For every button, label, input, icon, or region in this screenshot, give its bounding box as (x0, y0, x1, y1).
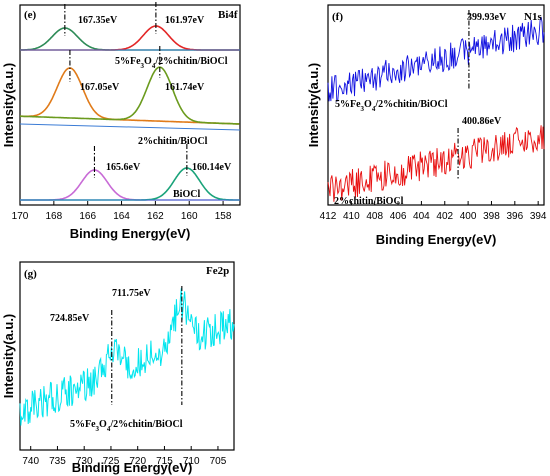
panel-f-n1s: 412 410 408 406 404 402 400 398 396 394 (f) N1s 3… (306, 4, 547, 247)
curve-f-0 (327, 16, 545, 102)
sample-label-g-1: 5%Fe3O4/2%chitin/BiOCl (70, 419, 183, 433)
panel-g-fe2p: 740 735 730 725 720 715 710 705 (g) Fe2p 711.75… (1, 261, 235, 475)
sample-label-g-1-c: O (99, 419, 107, 430)
panel-g-curves (19, 288, 235, 426)
panel-f-letter: (f) (332, 11, 343, 23)
curve-e-2-0 (20, 169, 240, 201)
curve-e-1-0 (20, 67, 240, 125)
panel-f-x-ticks: 412 410 408 406 404 402 400 398 396 394 (320, 201, 547, 222)
sample-label-f-1-d: 4 (372, 105, 376, 113)
panel-e-tick-label-5: 160 (181, 211, 198, 222)
panel-g-tick-label-6: 710 (183, 456, 200, 467)
curve-e-0-1 (20, 25, 240, 51)
panel-e-tick-label-2: 166 (79, 211, 96, 222)
baseline-e-1 (19, 123, 241, 131)
panel-f-frame (327, 4, 545, 206)
sample-label-e-1-b: 3 (141, 62, 145, 70)
panel-g-ylabel: Intensity(a.u.) (1, 314, 16, 399)
sample-label-e-2: 2%chitin/BiOCl (138, 136, 208, 147)
panel-f-tick-label-3: 406 (390, 211, 407, 222)
panel-f-tick-label-0: 412 (320, 211, 337, 222)
sample-label-e-1-d: 4 (152, 62, 156, 70)
peak-label-e-4: 161.74eV (165, 82, 205, 93)
sample-label-f-1-e: /2%chitin/BiOCl (374, 99, 447, 110)
panel-g-tick-label-0: 740 (22, 456, 39, 467)
panel-e-x-ticks: 170 168 166 164 162 160 158 (12, 201, 232, 222)
panel-e-tick-label-6: 158 (215, 211, 232, 222)
panel-g-tick-label-1: 735 (49, 456, 66, 467)
peak-label-g-2: 724.85eV (50, 313, 90, 324)
sample-label-e-1-e: /2%chitin/BiOCl (154, 56, 227, 67)
panel-g-tag: Fe2p (206, 265, 229, 277)
panel-g-peak-markers (111, 286, 183, 405)
sample-label-e-1-a: 5%Fe (115, 56, 141, 67)
panel-f-curves (327, 16, 545, 202)
panel-e-letter: (e) (24, 9, 37, 21)
peak-label-e-2: 161.97eV (165, 15, 205, 26)
panel-e-tick-label-3: 164 (113, 211, 130, 222)
peak-label-e-3: 167.05eV (80, 82, 120, 93)
peak-label-e-6: 160.14eV (192, 162, 232, 173)
sample-label-e-3: BiOCl (173, 189, 200, 200)
panel-f-ylabel: Intensity(a.u.) (306, 63, 321, 148)
peak-label-g-1: 711.75eV (112, 288, 151, 299)
sample-label-g-1-d: 4 (107, 425, 111, 433)
peak-label-e-1: 167.35eV (78, 15, 118, 26)
panel-g-x-ticks: 740 735 730 725 720 715 710 705 (22, 446, 227, 467)
panel-f-tick-label-2: 408 (366, 211, 383, 222)
panel-e-tick-label-1: 168 (46, 211, 63, 222)
panel-f-tick-label-4: 404 (413, 211, 430, 222)
panel-g-tick-label-7: 705 (210, 456, 227, 467)
sample-label-f-1-a: 5%Fe (335, 99, 361, 110)
panel-e-curves (19, 25, 241, 201)
sample-label-e-1-c: O (144, 56, 152, 67)
panel-g-frame (19, 261, 235, 451)
panel-g-tick-label-2: 730 (76, 456, 93, 467)
panel-e-tag: Bi4f (218, 9, 238, 21)
panel-e-ylabel: Intensity(a.u.) (1, 63, 16, 148)
sample-label-f-1-c: O (364, 99, 372, 110)
curve-g-0 (19, 288, 235, 426)
sample-label-g-1-e: /2%chitin/BiOCl (109, 419, 182, 430)
curve-e-1-1 (20, 66, 240, 125)
panel-f-peak-markers (457, 10, 470, 180)
panel-f-tick-label-5: 402 (436, 211, 453, 222)
panel-e-xlabel: Binding Energy(eV) (70, 226, 191, 241)
panel-f-tick-label-6: 400 (460, 211, 477, 222)
panel-g-xlabel: Binding Energy(eV) (72, 460, 193, 475)
sample-label-f-1: 5%Fe3O4/2%chitin/BiOCl (335, 99, 448, 113)
peak-label-f-1: 399.93eV (467, 12, 507, 23)
panel-e-tick-label-4: 162 (147, 211, 164, 222)
sample-label-g-1-b: 3 (96, 425, 100, 433)
panel-f-tick-label-8: 396 (506, 211, 523, 222)
peak-label-f-2: 400.86eV (462, 116, 502, 127)
sample-label-g-1-a: 5%Fe (70, 419, 96, 430)
panel-g-letter: (g) (24, 268, 37, 280)
panel-f-tick-label-7: 398 (483, 211, 500, 222)
panel-e-frame (19, 4, 241, 206)
panel-e-tick-label-0: 170 (12, 211, 29, 222)
sample-label-e-1: 5%Fe3O4/2%chitin/BiOCl (115, 56, 228, 70)
curve-f-1 (327, 125, 545, 202)
panel-f-tick-label-9: 394 (530, 211, 547, 222)
panel-g-tick-label-4: 720 (129, 456, 146, 467)
sample-label-f-1-b: 3 (361, 105, 365, 113)
panel-e-bi4f: 170 168 166 164 162 160 158 (e) Bi4f 167.35eV … (1, 2, 241, 241)
panel-f-xlabel: Binding Energy(eV) (376, 232, 497, 247)
panel-g-tick-label-3: 725 (103, 456, 120, 467)
panel-g-tick-label-5: 715 (156, 456, 173, 467)
panel-f-tick-label-1: 410 (343, 211, 360, 222)
panel-f-tag: N1s (524, 11, 542, 23)
peak-label-e-5: 165.6eV (106, 162, 141, 173)
sample-label-f-2: 2%chitin/BiOCl (334, 196, 404, 207)
